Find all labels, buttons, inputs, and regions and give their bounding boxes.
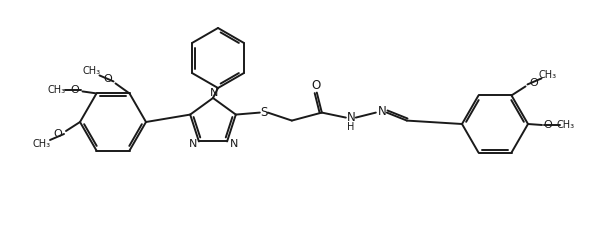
Text: N: N: [188, 139, 197, 149]
Text: CH₃: CH₃: [33, 139, 51, 149]
Text: CH₃: CH₃: [557, 120, 575, 130]
Text: N: N: [346, 111, 355, 124]
Text: N: N: [230, 139, 238, 149]
Text: O: O: [311, 79, 320, 92]
Text: O: O: [103, 74, 112, 84]
Text: O: O: [544, 120, 553, 130]
Text: O: O: [529, 78, 538, 89]
Text: N: N: [377, 105, 386, 118]
Text: CH₃: CH₃: [48, 85, 66, 95]
Text: S: S: [260, 106, 267, 119]
Text: O: O: [54, 129, 63, 139]
Text: N: N: [210, 88, 218, 98]
Text: H: H: [347, 122, 355, 132]
Text: CH₃: CH₃: [538, 70, 557, 80]
Text: CH₃: CH₃: [82, 66, 101, 76]
Text: O: O: [70, 85, 79, 95]
